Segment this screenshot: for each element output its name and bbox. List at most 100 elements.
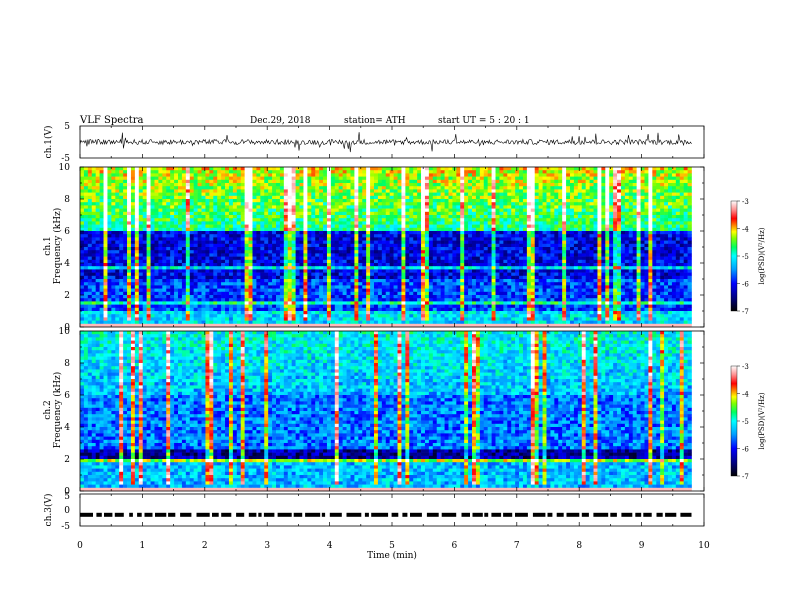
ch1-spec-cell: [566, 240, 571, 245]
ch1-spec-cell: [413, 183, 418, 187]
ch1-spec-cell: [181, 189, 187, 193]
ch1-spec-cell: [83, 250, 89, 254]
ch1-spec-cell: [483, 205, 488, 209]
ch1-spec-cell: [138, 224, 144, 229]
ch1-spec-cell: [142, 202, 147, 206]
ch1-spec-cell: [307, 243, 312, 248]
ch1-spec-cell: [530, 205, 536, 209]
ch1-spec-cell: [515, 247, 520, 251]
ch1-spec-cell: [479, 256, 485, 261]
ch1-spec-cell: [374, 266, 379, 270]
ch1-spec-cell: [107, 266, 112, 270]
ch1-spec-cell: [358, 199, 363, 203]
ch1-spec-cell: [413, 253, 418, 257]
ch1-spec-cell: [193, 259, 198, 264]
ch1-spec-cell: [562, 243, 567, 248]
ch1-spec-cell: [119, 227, 124, 232]
ch1-spec-cell: [656, 167, 661, 171]
ch1-spec-cell: [99, 256, 104, 261]
ch1-spec-cell: [330, 173, 336, 177]
ch1-spec-cell: [562, 179, 567, 184]
ch1-spec-cell: [479, 170, 485, 174]
ch1-spec-cell: [205, 221, 210, 225]
ch1-spec-cell: [405, 183, 410, 187]
ch1-spec-cell: [154, 170, 159, 174]
ch1-spec-cell: [413, 250, 418, 254]
ch1-spec-cell: [272, 167, 277, 171]
ch1-spec-cell: [228, 179, 234, 184]
ch1-spec-cell: [605, 176, 610, 181]
ch1-spec-cell: [483, 192, 488, 197]
ch1-spec-cell: [252, 179, 257, 184]
ch1-spec-cell: [260, 186, 265, 190]
ch1-spec-cell: [687, 211, 692, 216]
ch1-spec-cell: [91, 256, 96, 261]
ch1-spec-cell: [181, 202, 187, 206]
ch1-spec-cell: [554, 240, 559, 245]
ch1-spec-cell: [613, 215, 618, 219]
ch1-spec-cell: [162, 250, 167, 254]
ch1-spec-cell: [675, 253, 681, 257]
ch1-spec-cell: [374, 231, 379, 235]
ch1-spec-cell: [405, 263, 410, 267]
ch1-spec-cell: [605, 247, 610, 251]
ch1-spec-cell: [370, 240, 375, 245]
ch1-spec-cell: [440, 183, 445, 187]
ch1-spec-cell: [554, 215, 559, 219]
ch1-spec-cell: [374, 189, 379, 193]
ch1-spec-cell: [550, 173, 555, 177]
ch1-spec-cell: [158, 170, 163, 174]
ch1-spec-cell: [628, 173, 634, 177]
ch1-spec-cell: [519, 176, 524, 181]
ch1-spec-cell: [526, 224, 532, 229]
ch1-spec-cell: [174, 195, 179, 200]
ch1-spec-cell: [213, 167, 218, 171]
ch1-spec-cell: [370, 170, 375, 174]
ch1-spec-cell: [315, 240, 320, 245]
ch1-spec-cell: [573, 199, 579, 203]
ch1-spec-cell: [185, 250, 191, 254]
ch1-spec-cell: [499, 208, 504, 213]
ch1-spec-cell: [632, 167, 637, 171]
ch1-spec-cell: [534, 192, 539, 197]
ch1-spec-cell: [393, 176, 398, 181]
ch1-spec-cell: [472, 199, 477, 203]
ch1-spec-cell: [170, 237, 175, 241]
ch1-spec-cell: [334, 266, 340, 270]
ch1-spec-cell: [374, 247, 379, 251]
ch1-spec-cell: [213, 266, 218, 270]
ch1-spec-cell: [628, 170, 634, 174]
ch1-spec-cell: [468, 221, 473, 225]
ch1-spec-cell: [432, 263, 438, 267]
ch1-spec-cell: [483, 183, 488, 187]
ch1-spec-cell: [205, 215, 210, 219]
ch1-spec-cell: [526, 234, 532, 238]
ch1-spec-cell: [307, 263, 312, 267]
ch1-spec-cell: [503, 259, 508, 264]
ch1-spec-cell: [562, 183, 567, 187]
ch1-spec-cell: [581, 243, 586, 248]
ch1-spec-cell: [628, 234, 634, 238]
ch1-spec-cell: [130, 240, 136, 245]
ch1-spec-cell: [624, 183, 630, 187]
ch1-spec-cell: [374, 186, 379, 190]
ch1-spec-cell: [436, 199, 441, 203]
ch1-spec-cell: [401, 186, 406, 190]
ch1-spec-cell: [499, 227, 504, 232]
ch1-spec-cell: [534, 240, 539, 245]
ch1-spec-cell: [209, 167, 214, 171]
ch1-spec-cell: [130, 234, 136, 238]
ch1-spec-cell: [248, 221, 253, 225]
ch1-spec-cell: [671, 205, 677, 209]
ch1-spec-cell: [436, 192, 441, 197]
ch1-spec-cell: [189, 211, 194, 216]
ch1-spec-cell: [268, 211, 273, 216]
ch1-spec-cell: [295, 247, 300, 251]
ch1-spec-cell: [342, 170, 347, 174]
ch1-spec-cell: [311, 170, 316, 174]
ch1-spec-cell: [530, 227, 536, 232]
ch1-spec-cell: [377, 243, 383, 248]
ch1-spec-cell: [374, 253, 379, 257]
ch1-spec-cell: [244, 243, 249, 248]
ch1-spec-cell: [213, 256, 218, 261]
